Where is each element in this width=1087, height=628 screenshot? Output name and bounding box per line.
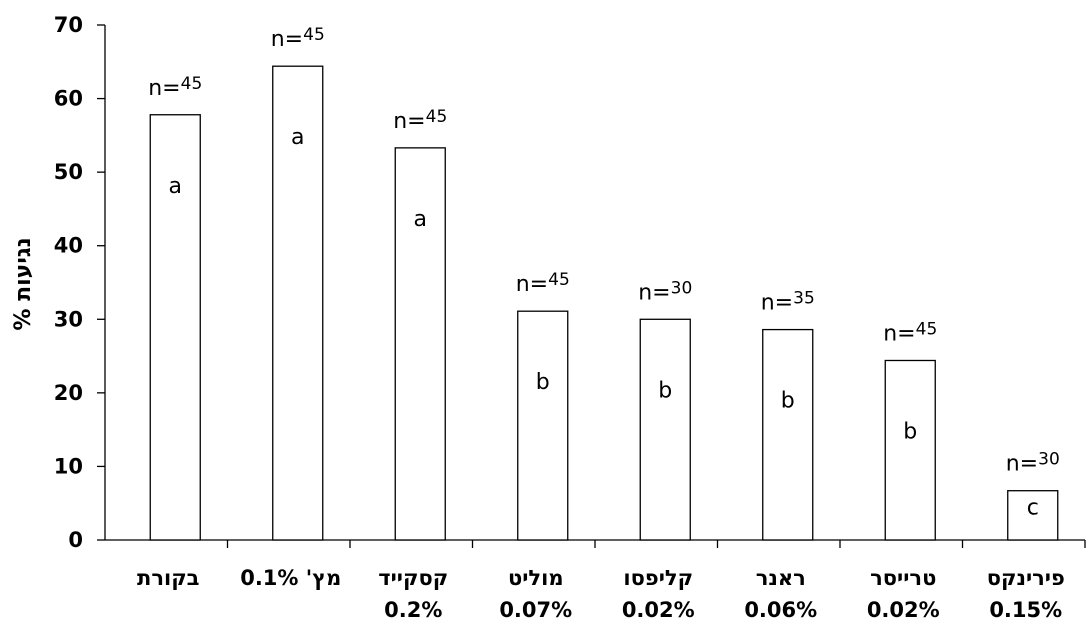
y-tick-label: 70: [54, 13, 83, 37]
x-category-label-line1: מץ' 0.1%: [240, 566, 341, 590]
significance-letter: b: [781, 389, 795, 414]
x-category-label-line2: 0.07%: [499, 598, 572, 622]
y-axis-label: % נגיעות: [11, 237, 36, 330]
x-category-labels: בקורת מץ' 0.1% קסקייד 0.2% מוליט 0.07% קליפסו 0…: [137, 566, 1065, 622]
n-label: n=30: [638, 278, 692, 305]
x-category-label-line1: בקורת: [137, 566, 199, 590]
x-category-label-line1: ראנר: [756, 566, 806, 590]
bars-group: [149, 65, 1059, 541]
bar: [149, 114, 201, 541]
n-label: n=45: [393, 107, 447, 134]
y-tick-label: 0: [68, 528, 83, 552]
n-label: n=45: [516, 270, 570, 297]
n-label: n=35: [761, 289, 815, 316]
x-category-label-line1: טרייסר: [870, 566, 936, 590]
annotations-group: n=45 a n=45 a n=45 a n=45 b n=30 b n=35 b n=45 b n=30 c: [148, 25, 1060, 521]
x-category-label-line1: פירינקס: [987, 566, 1065, 590]
bar: [272, 65, 324, 541]
bar: [517, 310, 569, 541]
significance-letter: a: [291, 125, 304, 150]
significance-letter: a: [169, 174, 182, 199]
n-label: n=45: [883, 319, 937, 346]
x-category-label-line1: קליפסו: [623, 566, 693, 590]
x-category-label-line2: 0.02%: [867, 598, 940, 622]
bar: [884, 359, 936, 541]
y-tick-label: 30: [54, 307, 83, 331]
x-category-label-line2: 0.15%: [989, 598, 1062, 622]
bar: [1007, 490, 1059, 541]
significance-letter: b: [658, 378, 672, 403]
y-tick-label: 60: [54, 87, 83, 111]
bar: [639, 318, 691, 541]
significance-letter: a: [414, 207, 427, 232]
y-tick-label: 10: [54, 454, 83, 478]
x-category-label-line2: 0.02%: [622, 598, 695, 622]
n-label: n=30: [1006, 450, 1060, 477]
y-tick-label: 20: [54, 381, 83, 405]
x-category-label-line1: מוליט: [508, 566, 564, 590]
bar: [394, 147, 446, 541]
x-category-label-line1: קסקייד: [378, 566, 448, 590]
significance-letter: b: [536, 370, 550, 395]
significance-letter: b: [903, 419, 917, 444]
x-category-label-line2: 0.06%: [744, 598, 817, 622]
bar: [762, 328, 814, 541]
y-axis-label-group: % נגיעות: [11, 237, 36, 330]
y-tick-label: 50: [54, 160, 83, 184]
x-category-label-line2: 0.2%: [384, 598, 442, 622]
y-tick-label: 40: [54, 234, 83, 258]
x-axis: [105, 539, 1086, 548]
n-label: n=45: [271, 25, 325, 52]
significance-letter: c: [1027, 496, 1039, 521]
y-axis: 0 10 20 30 40 50 60 70: [54, 13, 106, 552]
n-label: n=45: [148, 74, 202, 101]
